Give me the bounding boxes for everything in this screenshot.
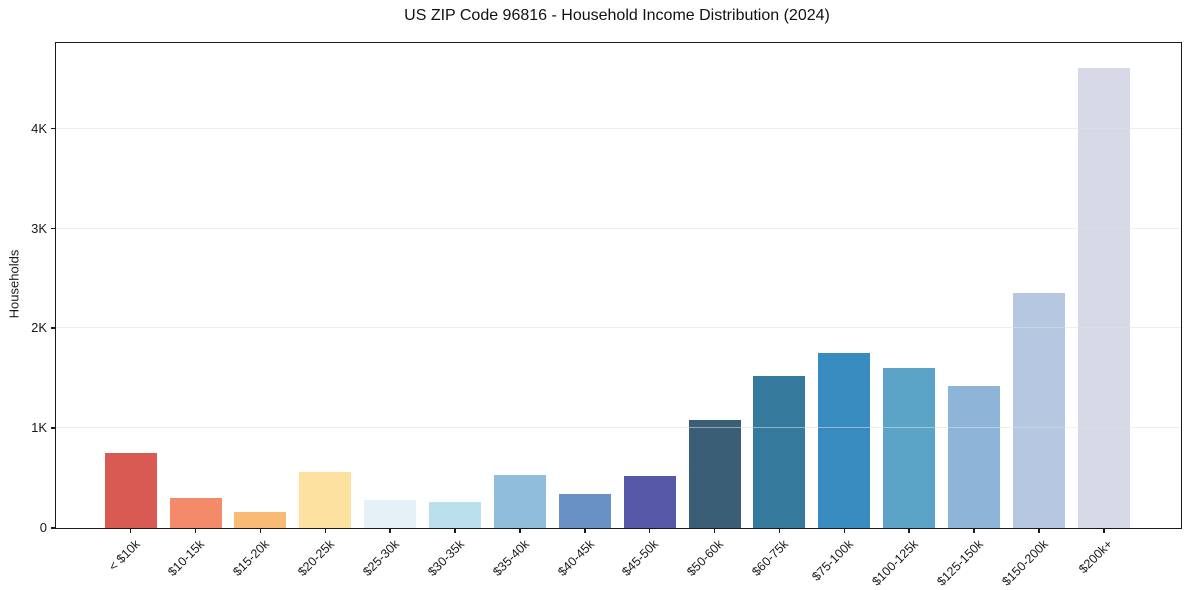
bar [883,368,936,528]
y-tick [51,227,56,230]
x-tick-label: $35-40k [489,537,532,579]
x-tick-label: < $10k [105,537,143,574]
y-tick-label: 0 [39,520,47,535]
x-tick [1103,528,1105,533]
x-tick [519,528,521,533]
y-tick-label: 1K [31,420,47,436]
y-tick-label: 3K [31,220,47,236]
y-tick [51,127,56,130]
gridline [56,327,1181,329]
bar [493,475,546,528]
bar [104,453,157,528]
x-tick-label: $100-125k [869,537,922,589]
x-tick [129,528,132,533]
x-tick-label: $40-45k [554,537,597,579]
x-tick-label: $50-60k [684,537,727,579]
bar [299,471,352,528]
bar [753,376,806,528]
bar [623,476,676,528]
y-tick [51,527,56,529]
x-tick-label: $10-15k [165,537,208,579]
x-tick-label: $45-50k [619,537,662,579]
y-tick-label: 2K [31,320,47,336]
x-tick-label: $20-25k [295,537,338,579]
bar [948,385,1000,528]
x-tick-label: $200k+ [1076,537,1116,577]
x-tick [713,528,716,533]
x-tick [973,528,975,533]
x-tick [778,528,781,533]
chart-title: US ZIP Code 96816 - Household Income Dis… [404,7,830,24]
bar [234,511,287,528]
x-tick [843,528,846,533]
gridline [56,227,1181,229]
bar [558,494,611,528]
x-tick-label: $60-75k [749,537,792,579]
x-tick-label: $125-150k [934,537,986,589]
x-tick [584,528,586,533]
gridline [56,427,1181,429]
x-tick [324,528,327,533]
x-tick [259,528,262,533]
bar [169,498,222,528]
bar [1077,67,1130,528]
x-tick [454,528,456,533]
x-tick-label: $75-100k [809,537,857,584]
x-tick [1038,528,1040,533]
y-tick-label: 4K [31,120,47,136]
y-tick [51,327,56,329]
x-tick-label: $150-200k [999,537,1051,589]
x-tick [389,528,391,533]
y-axis-label: Households [6,249,22,319]
x-tick-label: $15-20k [230,537,273,579]
bar [1012,293,1065,528]
x-tick [194,528,197,533]
x-tick [908,528,910,533]
bar [429,502,482,528]
x-tick-label: $30-35k [425,537,467,579]
x-tick-label: $25-30k [360,537,403,579]
plot-area: < $10k $10-15k $15-20k $20-25k $25-30k $30-35… [31,42,1182,589]
bar [364,500,417,528]
y-tick [51,427,56,429]
bar [818,352,871,528]
x-tick [648,528,651,533]
bar [688,420,741,528]
gridline [56,127,1181,129]
